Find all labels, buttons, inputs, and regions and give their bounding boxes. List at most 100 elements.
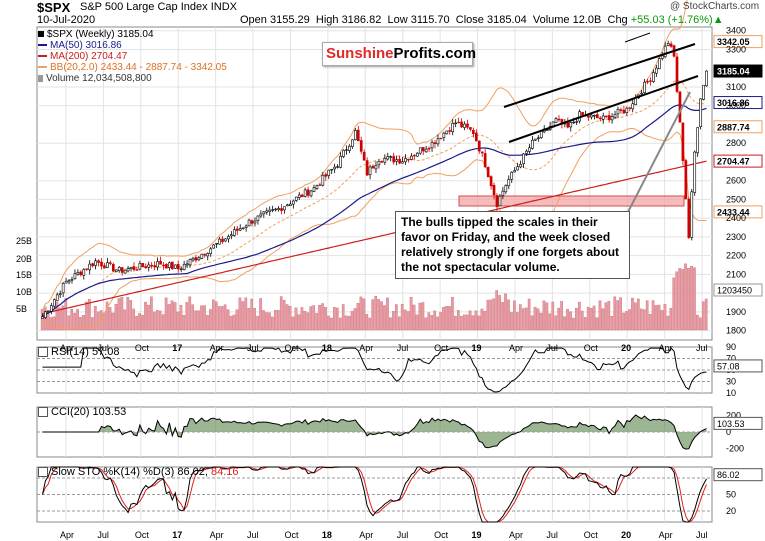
volume-bar xyxy=(377,299,380,331)
volume-bar xyxy=(687,268,690,331)
candle-body xyxy=(362,151,366,161)
candle-body xyxy=(94,260,97,266)
panel-frame xyxy=(36,26,713,341)
volume-bar xyxy=(300,307,304,331)
volume-bar xyxy=(64,298,68,331)
candle-body xyxy=(345,149,348,151)
x-tick-label-bottom: Oct xyxy=(434,530,449,540)
high-value: 3186.82 xyxy=(341,14,382,26)
volume-bar xyxy=(524,307,528,331)
volume-bar xyxy=(49,317,53,331)
volume-bar xyxy=(206,315,209,331)
candle-body xyxy=(336,166,339,168)
volume-axis-label: 10B xyxy=(16,287,32,297)
volume-bar xyxy=(147,304,150,331)
x-tick-label-bottom: Apr xyxy=(210,530,224,540)
volume-bar xyxy=(536,308,540,331)
candle-body xyxy=(259,213,263,217)
volume-bar xyxy=(335,307,339,331)
candle-body xyxy=(82,269,86,276)
candle-body xyxy=(480,151,484,154)
candle-body xyxy=(395,159,398,162)
candle-body xyxy=(182,263,186,270)
volume-bar xyxy=(82,315,85,331)
support-zone xyxy=(458,195,685,207)
volume-bar xyxy=(70,308,74,331)
candle-body xyxy=(306,189,310,196)
candle-body xyxy=(126,268,130,272)
volume-bar xyxy=(338,317,342,331)
volume-bar xyxy=(318,304,321,331)
x-tick-label-bottom: Apr xyxy=(60,530,74,540)
candle-body xyxy=(442,132,446,138)
candle-body xyxy=(162,264,165,267)
y-tick-label: 2300 xyxy=(726,232,746,242)
volume-bar xyxy=(88,299,91,331)
candle-body xyxy=(652,72,655,82)
candle-body xyxy=(97,260,100,263)
volume-bar xyxy=(527,298,531,331)
candle-body xyxy=(318,184,322,186)
candle-body xyxy=(498,195,502,207)
x-tick-label: Apr xyxy=(60,343,74,353)
volume-bar xyxy=(161,314,165,331)
volume-bar xyxy=(637,298,640,331)
volume-bar xyxy=(663,303,667,331)
chart-ticker: $SPX xyxy=(37,0,71,15)
candle-body xyxy=(315,185,319,189)
volume-bar xyxy=(610,316,614,331)
volume-bar xyxy=(102,312,106,331)
candle-body xyxy=(492,184,496,196)
candle-body xyxy=(286,204,289,207)
legend-main: $SPX (Weekly) 3185.04 xyxy=(38,29,154,40)
candle-body xyxy=(678,91,682,123)
candle-body xyxy=(646,81,649,83)
volume-bar xyxy=(170,300,174,331)
candle-body xyxy=(123,269,127,274)
volume-bar xyxy=(241,301,245,331)
candle-body xyxy=(132,266,136,270)
volume-bar xyxy=(73,312,76,331)
y-tick-label: 2500 xyxy=(726,194,746,204)
candle-body xyxy=(153,265,156,268)
volume-bar xyxy=(421,302,425,331)
ohlc-readout: Open 3155.29 High 3186.82 Low 3115.70 Cl… xyxy=(240,14,724,26)
candle-body xyxy=(203,254,207,256)
volume-bar xyxy=(155,310,159,331)
volume-bar xyxy=(412,304,416,331)
ma200-line xyxy=(42,160,707,315)
candle-body xyxy=(590,114,593,118)
stockcharts-credit: @ StockCharts.com xyxy=(670,1,760,12)
sto-k-line xyxy=(42,466,707,523)
candle-body xyxy=(283,206,286,211)
x-tick-label: Oct xyxy=(584,343,599,353)
annotation-pointer xyxy=(627,91,691,213)
candle-body xyxy=(454,122,457,125)
candle-body xyxy=(536,137,540,139)
high-label: High xyxy=(315,14,339,26)
volume-bar xyxy=(530,315,534,331)
rsi-title: RSI(14) 57.08 xyxy=(38,346,119,358)
cci-axis-label: 0 xyxy=(726,427,731,437)
candle-body xyxy=(168,262,171,268)
candle-body xyxy=(191,257,195,261)
candle-body xyxy=(109,262,112,264)
legend-ma200-label: MA(200) 2704.47 xyxy=(50,51,128,62)
y-tick-label: 3000 xyxy=(726,101,746,111)
volume-bar xyxy=(586,306,590,331)
price-label-box xyxy=(713,120,763,134)
rsi-axis-label: 30 xyxy=(726,377,736,387)
sto-title-label: Slow STO %K(14) %D(3) 86.02, xyxy=(51,466,208,478)
volume-bar xyxy=(451,297,454,331)
x-tick-label: 20 xyxy=(621,343,631,353)
volume-bar xyxy=(642,309,646,331)
candle-body xyxy=(359,140,363,152)
volume-bar xyxy=(675,271,679,331)
candle-body xyxy=(79,271,83,276)
volume-bar xyxy=(52,316,56,331)
volume-bar xyxy=(448,306,451,331)
volume-bar xyxy=(409,296,413,331)
volume-bar xyxy=(433,310,437,331)
volume-bar xyxy=(480,308,484,331)
volume-bar xyxy=(371,299,375,331)
